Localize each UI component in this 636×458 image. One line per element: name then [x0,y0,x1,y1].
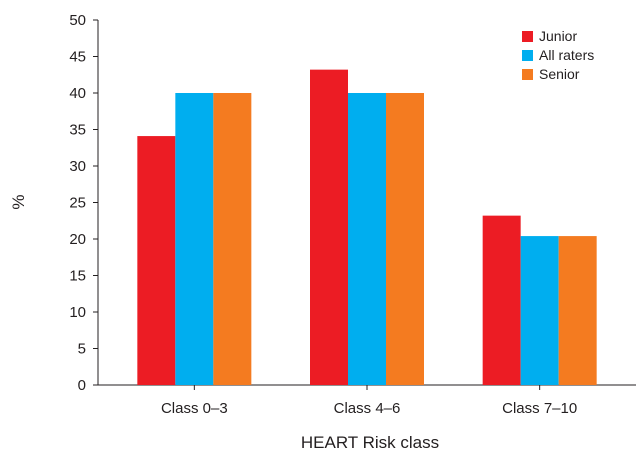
x-tick-label: Class 0–3 [161,400,228,417]
bars [137,69,597,385]
bar-all-raters [348,93,386,385]
y-tick-label: 20 [69,231,86,248]
y-tick-label: 15 [69,268,86,285]
y-tick-label: 10 [69,304,86,321]
x-axis [98,384,636,390]
bar-senior [558,236,597,385]
legend: Junior All raters Senior [522,28,594,82]
bar-all-raters [520,236,559,385]
bar-junior [137,136,176,385]
y-tick-label: 30 [69,158,86,175]
legend-label: All raters [539,47,594,63]
y-tick-label: 25 [69,195,86,212]
bar-all-raters [175,93,214,385]
x-tick-label: Class 7–10 [502,400,577,417]
y-axis-title: % [9,194,28,209]
y-tick-label: 35 [69,122,86,139]
y-tick-label: 40 [69,85,86,102]
legend-swatch [522,69,533,80]
y-tick-label: 5 [78,341,86,358]
bar-junior [310,69,348,385]
y-tick-label: 45 [69,49,86,66]
legend-label: Junior [539,28,577,44]
y-tick-label: 0 [78,377,86,394]
bar-junior [482,215,521,385]
x-tick-label: Class 4–6 [334,400,401,417]
legend-label: Senior [539,66,580,82]
y-tick-label: 50 [69,12,86,29]
y-axis: 0 5 10 15 20 25 30 35 40 45 50 [69,12,99,394]
x-axis-title: HEART Risk class [301,433,439,452]
legend-swatch [522,50,533,61]
bar-senior [386,93,424,385]
category-labels: Class 0–3 Class 4–6 Class 7–10 [161,400,577,417]
bar-senior [213,93,252,385]
legend-swatch [522,31,533,42]
